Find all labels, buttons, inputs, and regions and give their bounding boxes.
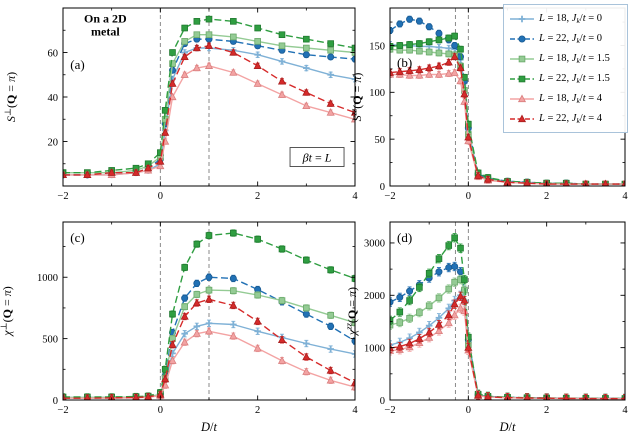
x-tick-label: 4	[352, 405, 358, 416]
y-tick-label: 100	[369, 88, 385, 99]
x-tick-label: 4	[352, 191, 358, 202]
legend-square-marker-icon	[510, 75, 534, 83]
x-axis-label-d: D/t	[499, 420, 517, 434]
legend-triangle-marker-icon	[510, 114, 534, 123]
series-line-L22-Jk1.5	[390, 237, 625, 400]
series-markers-L18-Jk4	[390, 303, 625, 400]
y-tick-label: 0	[380, 396, 385, 407]
legend-label-L18-Jk1.5: L = 18, Jk/t = 1.5	[539, 53, 610, 65]
y-tick-label: 2000	[364, 291, 385, 302]
beta-annotation-box	[289, 147, 345, 167]
x-tick-label: 0	[158, 405, 163, 416]
plot-frame	[389, 221, 626, 401]
series-line-L18-Jk0	[390, 294, 625, 400]
legend-square-marker-icon	[510, 55, 534, 63]
beta-annotation: βt = L	[302, 151, 332, 165]
x-tick-label: −2	[384, 405, 395, 416]
x-tick-label: 2	[255, 405, 260, 416]
series-line-L22-Jk0	[390, 265, 625, 400]
y-axis-label-a: S⊥(Q = π)	[2, 72, 18, 122]
y-tick-label: 1000	[37, 273, 58, 284]
series-line-L22-Jk1.5	[63, 18, 355, 174]
y-axis-label-d: χzz(Q = π)	[343, 287, 359, 336]
legend-item-L18-Jk0: L = 18, Jk/t = 0	[509, 9, 623, 29]
metal-annotation: On a 2D metal	[84, 12, 127, 39]
x-axis-label-c: D/t	[200, 420, 218, 434]
y-tick-label: 3000	[364, 239, 385, 250]
series-markers-L22-Jk4	[390, 291, 625, 400]
legend: L = 18, Jk/t = 0 L = 22, Jk/t = 0 L = 18, …	[503, 4, 628, 133]
series-line-L22-Jk1.5	[390, 35, 625, 185]
x-tick-label: −2	[384, 191, 395, 202]
series-line-L22-Jk4	[63, 45, 355, 176]
panel-label-c: (c)	[70, 230, 84, 245]
legend-item-L18-Jk4: L = 18, Jk/t = 4	[509, 89, 623, 109]
legend-triangle-marker-icon	[510, 94, 534, 103]
x-tick-label: 2	[255, 191, 260, 202]
series-line-L22-Jk4	[390, 56, 625, 185]
y-tick-label: 20	[48, 137, 59, 148]
series-markers-L18-Jk0	[390, 290, 625, 400]
y-tick-label: 500	[42, 334, 58, 345]
x-tick-label: 0	[158, 191, 163, 202]
series-markers-L22-Jk0	[390, 261, 625, 400]
series-markers-L18-Jk1.5	[390, 274, 625, 400]
y-tick-label: 0	[53, 396, 58, 407]
legend-item-L22-Jk4: L = 22, Jk/t = 4	[509, 109, 623, 129]
x-tick-label: 2	[544, 191, 549, 202]
legend-label-L18-Jk0: L = 18, Jk/t = 0	[539, 13, 603, 25]
series-markers-L22-Jk4	[63, 41, 355, 178]
legend-item-L22-Jk1.5: L = 22, Jk/t = 1.5	[509, 69, 623, 89]
y-tick-label: 1000	[364, 343, 385, 354]
series-markers-L22-Jk1.5	[390, 233, 625, 400]
legend-label-L22-Jk0: L = 22, Jk/t = 0	[539, 33, 603, 45]
series-line-L22-Jk4	[390, 295, 625, 400]
series-markers-L22-Jk4	[390, 52, 625, 186]
y-tick-label: 60	[48, 48, 59, 59]
x-tick-label: 4	[622, 191, 628, 202]
legend-plus-marker-icon	[510, 15, 534, 23]
legend-label-L22-Jk1.5: L = 22, Jk/t = 1.5	[539, 73, 610, 85]
x-tick-label: 0	[466, 191, 471, 202]
legend-item-L18-Jk1.5: L = 18, Jk/t = 1.5	[509, 49, 623, 69]
y-tick-label: 0	[380, 182, 385, 193]
y-tick-label: 40	[48, 93, 59, 104]
series-line-L18-Jk4	[390, 307, 625, 400]
legend-circle-marker-icon	[510, 35, 534, 43]
series-markers-L22-Jk4	[63, 294, 355, 400]
y-tick-label: 150	[369, 41, 385, 52]
x-tick-label: 2	[544, 405, 549, 416]
legend-item-L22-Jk0: L = 22, Jk/t = 0	[509, 29, 623, 49]
panel-a-chart: −2 0 2 4 20 40 60 On a 2D metal (a) βt = L	[48, 7, 358, 202]
y-axis-label-b: Szz(Q = π)	[348, 73, 364, 122]
legend-label-L18-Jk4: L = 18, Jk/t = 4	[539, 93, 603, 105]
x-tick-label: −2	[57, 405, 68, 416]
x-tick-label: 4	[622, 405, 628, 416]
x-tick-label: −2	[57, 191, 68, 202]
legend-label-L22-Jk4: L = 22, Jk/t = 4	[539, 113, 603, 125]
x-tick-label: 0	[466, 405, 471, 416]
panel-label-d: (d)	[397, 230, 412, 245]
panel-label-a: (a)	[70, 57, 84, 72]
y-tick-label: 50	[375, 135, 386, 146]
panel-label-b: (b)	[397, 55, 412, 70]
y-axis-label-c: χ⊥(Q = π)	[0, 286, 14, 337]
